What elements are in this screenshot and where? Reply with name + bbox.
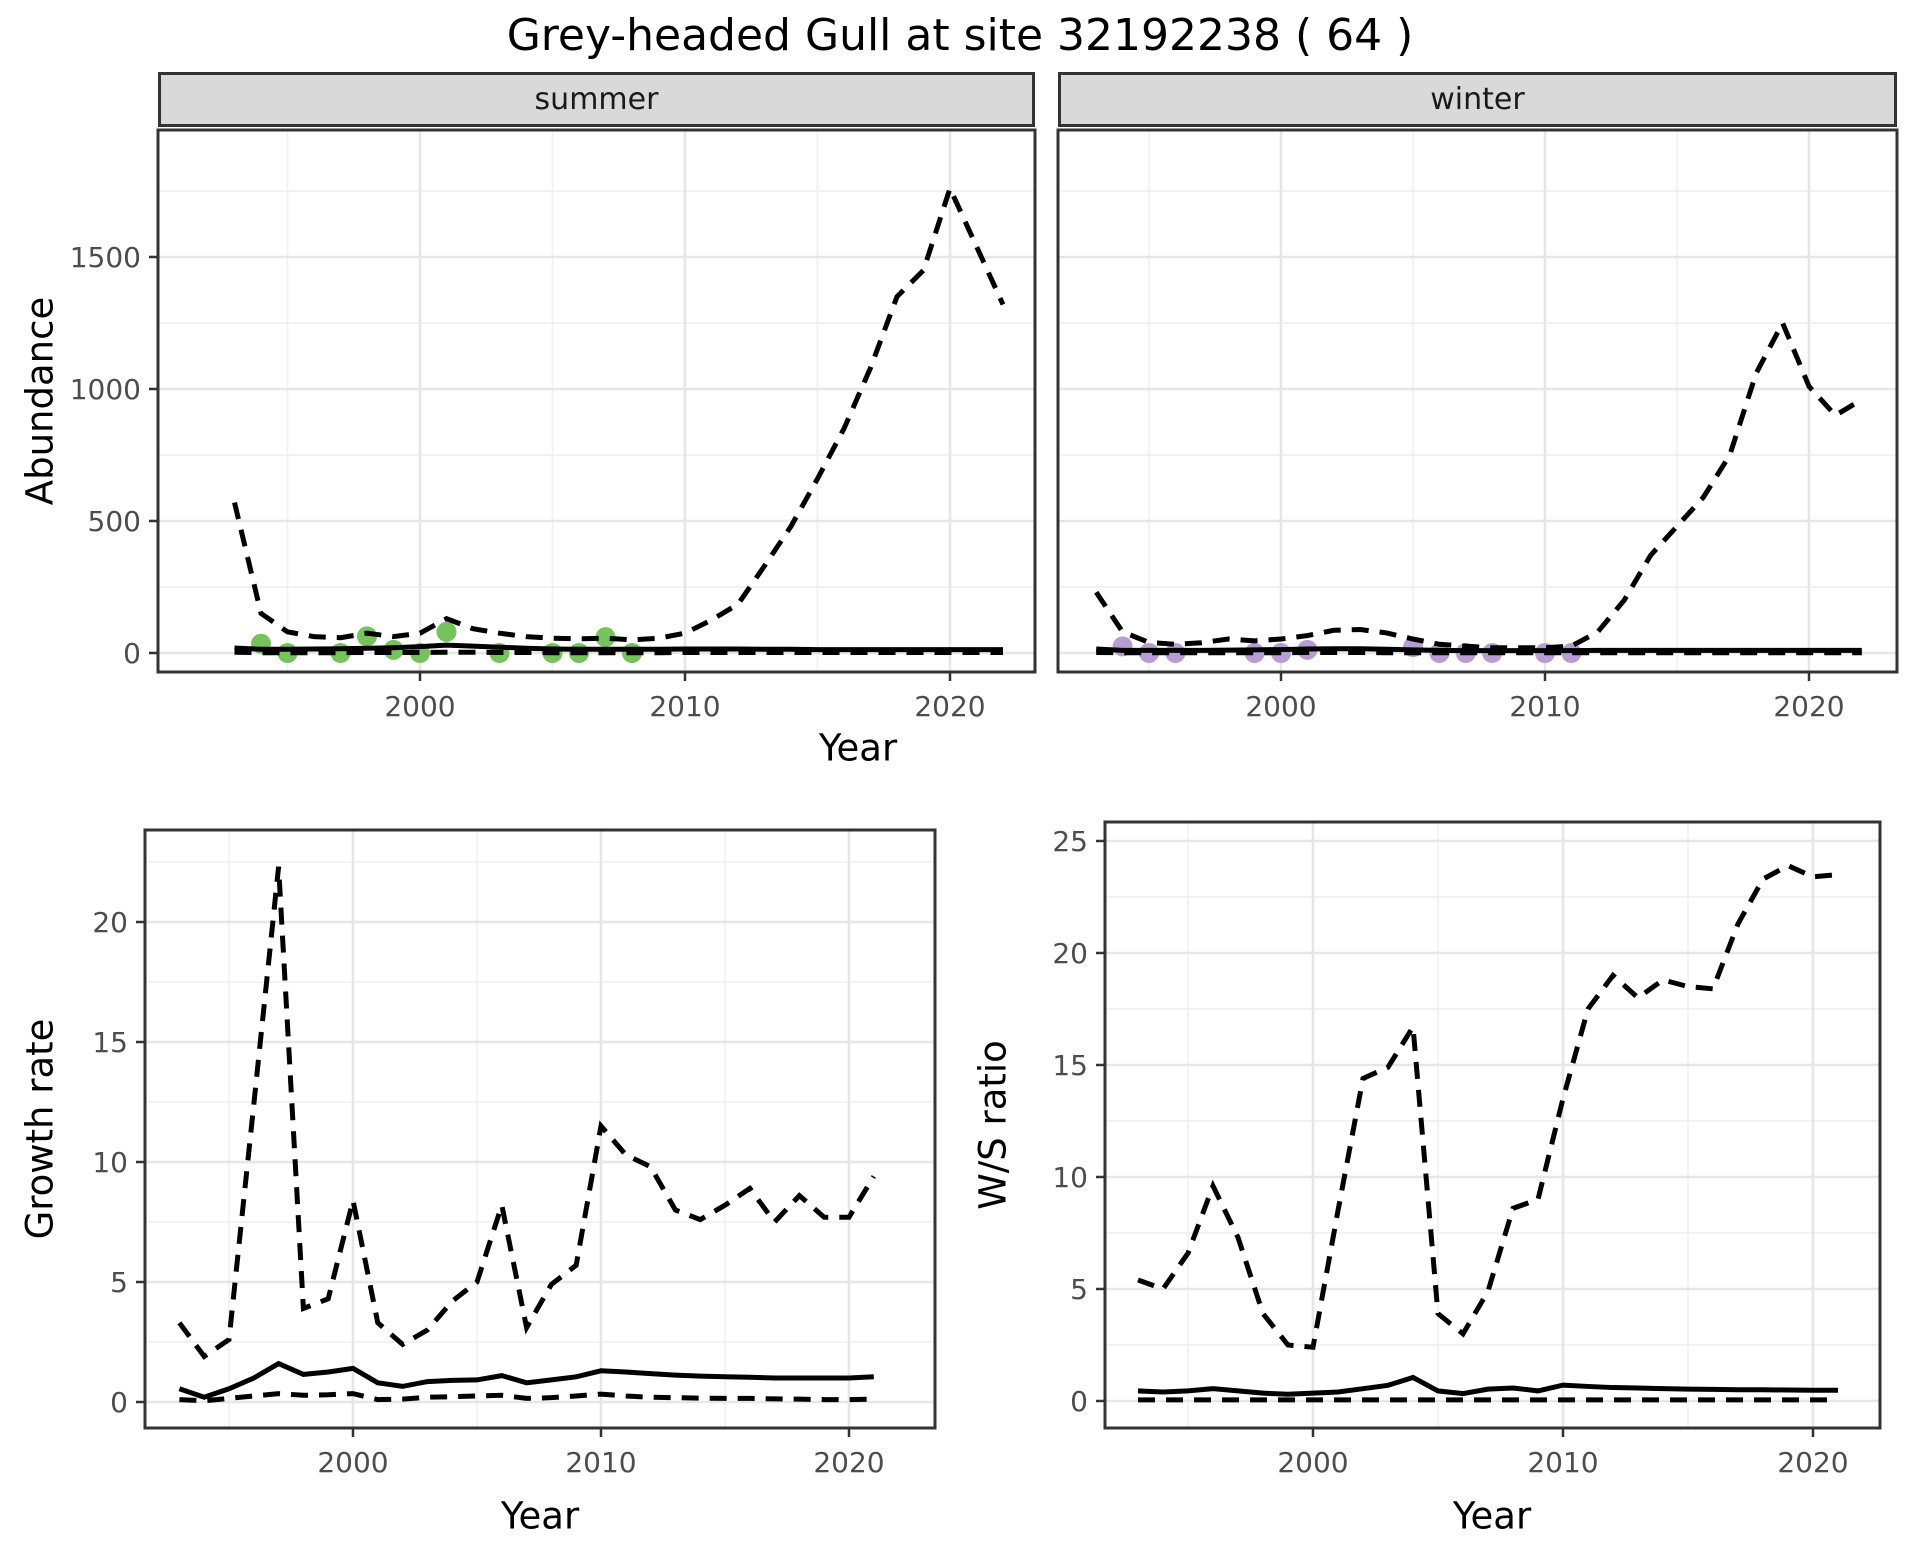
series-mean-abundance-winter bbox=[1096, 646, 1862, 654]
facet-strip-summer: summer bbox=[158, 72, 1035, 127]
series-mean-ws-ratio bbox=[1137, 1374, 1838, 1397]
y-tick-label: 1500 bbox=[70, 241, 141, 274]
summer-observations-point bbox=[595, 627, 616, 648]
panel-background bbox=[1058, 130, 1897, 672]
panel-border bbox=[1103, 820, 1882, 1430]
series-upper-ci-abundance-winter bbox=[1094, 317, 1864, 651]
series-upper-ci-ws-ratio bbox=[1137, 862, 1839, 1350]
x-tick-label: 2000 bbox=[1277, 1446, 1348, 1479]
y-tick-label: 1000 bbox=[70, 373, 141, 406]
y-axis-title-growth-rate: Growth rate bbox=[18, 1018, 62, 1240]
x-tick-label: 2010 bbox=[649, 690, 720, 723]
panel-abundance-winter: 2000 2010 2020 bbox=[1056, 128, 1899, 723]
y-tick-label: 15 bbox=[1052, 1049, 1088, 1082]
series-upper-ci-growth-rate bbox=[177, 866, 876, 1360]
x-tick-label: 2000 bbox=[1245, 690, 1316, 723]
x-axis-title-year-ws-ratio: Year bbox=[1452, 1494, 1532, 1538]
series-lower-ci-abundance-summer bbox=[234, 649, 1003, 656]
y-tick-label: 0 bbox=[110, 1386, 128, 1419]
facet-strip-summer-label: summer bbox=[534, 82, 659, 117]
y-tick-label: 10 bbox=[1052, 1161, 1088, 1194]
panel-abundance-summer: 2000 2010 2020 0 500 1000 1500 bbox=[70, 128, 1037, 723]
x-tick-label: 2020 bbox=[1777, 1446, 1848, 1479]
y-tick-label: 20 bbox=[92, 906, 128, 939]
page-title: Grey-headed Gull at site 32192238 ( 64 ) bbox=[506, 10, 1414, 61]
panel-border bbox=[143, 828, 937, 1430]
series-upper-ci-abundance-summer bbox=[232, 181, 1006, 643]
panel-growth-rate: 2000 2010 2020 0 5 10 15 20 bbox=[92, 828, 937, 1479]
summer-observations-point bbox=[436, 621, 457, 642]
x-tick-label: 2010 bbox=[565, 1446, 636, 1479]
series-lower-ci-growth-rate bbox=[179, 1391, 874, 1404]
y-tick-label: 5 bbox=[110, 1266, 128, 1299]
panel-border bbox=[156, 128, 1037, 674]
y-tick-label: 0 bbox=[1070, 1385, 1088, 1418]
series-mean-abundance-summer bbox=[234, 642, 1003, 653]
y-tick-label: 20 bbox=[1052, 937, 1088, 970]
x-tick-label: 2020 bbox=[1773, 690, 1844, 723]
x-tick-label: 2000 bbox=[384, 690, 455, 723]
y-tick-label: 15 bbox=[92, 1026, 128, 1059]
x-tick-label: 2010 bbox=[1527, 1446, 1598, 1479]
y-tick-label: 10 bbox=[92, 1146, 128, 1179]
x-axis-title-year-top: Year bbox=[818, 726, 898, 770]
panel-background bbox=[1105, 822, 1880, 1428]
facet-strip-winter-label: winter bbox=[1430, 82, 1525, 117]
y-axis-title-abundance: Abundance bbox=[18, 296, 62, 506]
x-axis-title-year-growth-rate: Year bbox=[500, 1494, 580, 1538]
x-tick-label: 2020 bbox=[813, 1446, 884, 1479]
panel-ws-ratio: 2000 2010 2020 0 5 10 15 20 25 bbox=[1052, 820, 1882, 1479]
y-tick-label: 5 bbox=[1070, 1273, 1088, 1306]
series-mean-growth-rate bbox=[178, 1360, 874, 1400]
y-tick-label: 25 bbox=[1052, 825, 1088, 858]
y-tick-label: 500 bbox=[88, 505, 141, 538]
y-tick-label: 0 bbox=[123, 637, 141, 670]
x-tick-label: 2000 bbox=[317, 1446, 388, 1479]
panel-background bbox=[158, 130, 1035, 672]
facet-strip-winter: winter bbox=[1058, 72, 1897, 127]
x-tick-label: 2020 bbox=[914, 690, 985, 723]
panel-background bbox=[145, 830, 935, 1428]
x-tick-label: 2010 bbox=[1509, 690, 1580, 723]
y-axis-title-ws-ratio: W/S ratio bbox=[971, 1040, 1015, 1210]
panel-border bbox=[1056, 128, 1899, 674]
